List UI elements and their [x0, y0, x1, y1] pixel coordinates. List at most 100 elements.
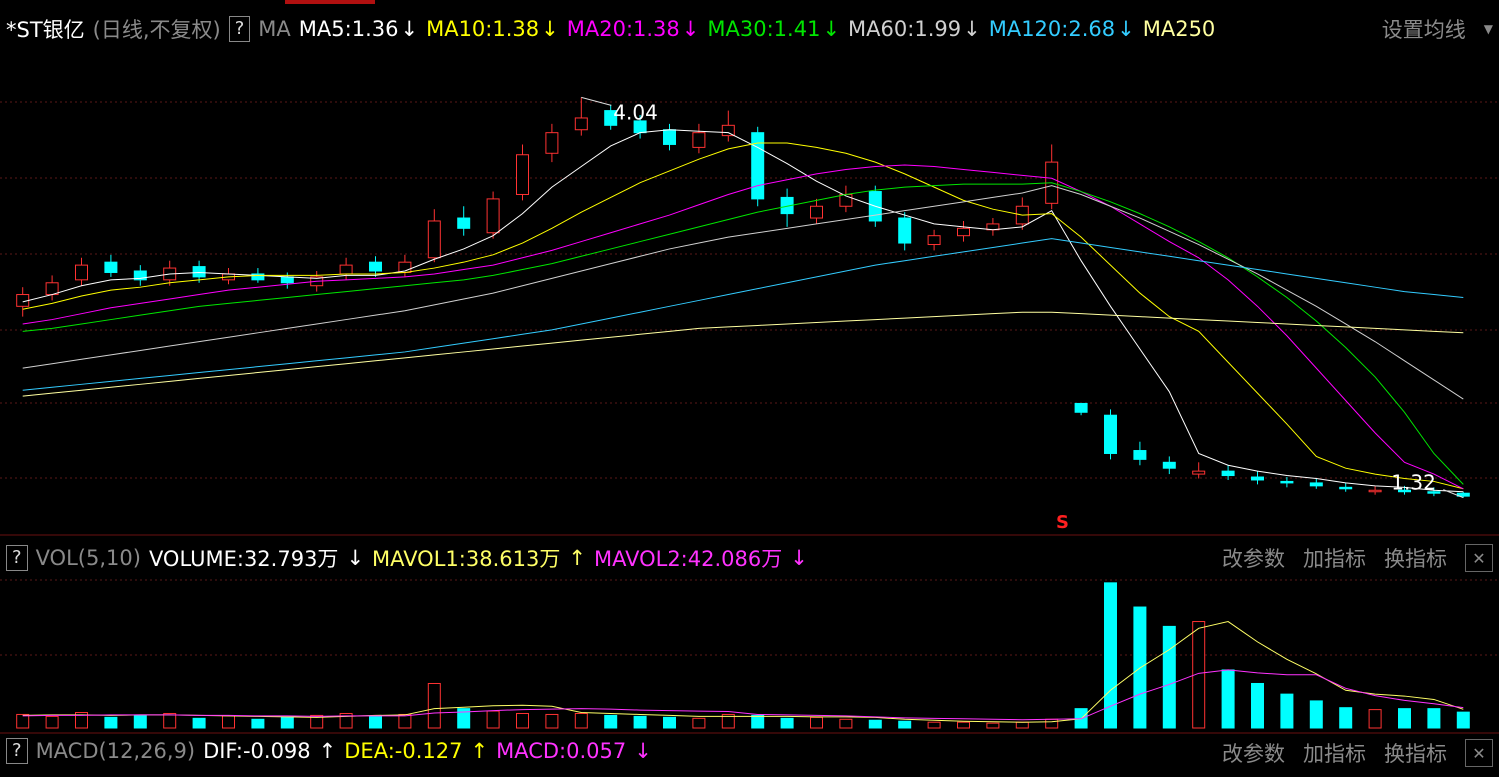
candle-body — [1221, 470, 1235, 477]
candle-body — [927, 235, 941, 246]
legend-label: MA60:1.99 — [848, 17, 962, 41]
macd-header: ? MACD(12,26,9) DIF:-0.098 ↑ DEA:-0.127 ↑ MACD… — [6, 738, 652, 764]
low-pointer — [1443, 489, 1464, 499]
legend-trend: ↑ — [318, 739, 337, 763]
panel-button[interactable]: 加指标 — [1303, 742, 1366, 766]
price-header: *ST银亿 (日线,不复权)? MA MA5:1.36 ↓ MA10:1.38 ↓ MA20:… — [6, 14, 1356, 44]
candle-body — [898, 217, 912, 244]
volume-bar — [1280, 693, 1294, 729]
candle-body — [1162, 461, 1176, 469]
panel-button[interactable]: 换指标 — [1384, 742, 1447, 766]
volume-bar — [721, 713, 735, 729]
volume-bar — [104, 716, 118, 729]
volume-bar — [251, 718, 265, 729]
signal-mark: S — [1056, 512, 1069, 533]
legend-label: MA250 — [1142, 17, 1216, 41]
volume-bar — [1398, 708, 1411, 729]
ma-line — [22, 142, 1464, 490]
candle-body — [574, 117, 588, 131]
candle-body — [516, 154, 529, 195]
legend-label: DEA:-0.127 — [344, 739, 463, 763]
volume-bar — [574, 712, 588, 729]
candle-body — [663, 129, 676, 145]
legend-trend: ↓ — [963, 17, 981, 41]
volume-trend: ↓ — [346, 546, 365, 570]
high-pointer — [581, 96, 612, 106]
candle-body — [1309, 482, 1323, 487]
macd-buttons: 改参数 加指标 换指标 ✕ — [1222, 738, 1493, 768]
legend-label: MA10:1.38 — [426, 17, 540, 41]
legend-item: MA250 — [1143, 17, 1216, 41]
volume-bar — [604, 714, 618, 729]
volume-bar — [369, 715, 382, 729]
candle-body — [369, 261, 382, 272]
settings-button[interactable]: 设置均线 — [1381, 18, 1466, 42]
legend-label: MA120:2.68 — [988, 17, 1116, 41]
volume-bar — [868, 719, 882, 729]
high-label: 4.04 — [613, 100, 658, 124]
volume-bar — [310, 714, 324, 729]
candle-body — [1251, 476, 1264, 481]
help[interactable]: ? — [228, 16, 251, 42]
candle-body — [604, 110, 618, 126]
candle-body — [721, 124, 735, 137]
volume-bar — [663, 716, 676, 729]
legend-trend: ↑ — [568, 546, 586, 570]
volume-bar — [927, 721, 941, 729]
panel-button[interactable]: 改参数 — [1222, 742, 1285, 766]
panel-button[interactable]: 改参数 — [1222, 547, 1285, 571]
volume-bar — [986, 722, 1000, 729]
legend-label: DIF:-0.098 — [203, 739, 311, 763]
volume-label: VOLUME:32.793万 — [148, 547, 339, 571]
settings[interactable]: 设置均线 ▼ — [1382, 14, 1493, 44]
ma-line — [22, 185, 1464, 400]
legend-item: MA20:1.38 ↓ — [567, 17, 700, 41]
volume-bar — [1045, 718, 1059, 729]
volume-bar — [1104, 582, 1117, 729]
volume-bar — [1015, 721, 1029, 729]
legend-label: MA5:1.36 — [298, 17, 399, 41]
indicator-title: VOL(5,10) — [35, 546, 141, 570]
close-button[interactable]: ✕ — [1465, 739, 1493, 767]
candle-body — [192, 266, 206, 278]
legend-trend: ↓ — [634, 739, 652, 763]
volume-bar — [751, 714, 765, 729]
candle-body — [251, 273, 265, 281]
legend-trend: ↑ — [470, 739, 489, 763]
candle-body — [1280, 480, 1294, 484]
legend-trend: ↓ — [681, 17, 700, 41]
volume-bar — [75, 712, 88, 729]
legend-trend: ↓ — [400, 17, 419, 41]
help[interactable]: ? — [6, 545, 28, 571]
volume-bar — [1456, 711, 1470, 729]
volume-bar — [427, 682, 441, 729]
legend-label: MA30:1.41 — [707, 17, 821, 41]
volume-bar — [16, 713, 30, 729]
volume-bar — [780, 717, 794, 729]
volume-bar — [339, 712, 353, 729]
close-button[interactable]: ✕ — [1465, 544, 1493, 572]
volume-bar — [1427, 708, 1441, 729]
legend-item: MA120:2.68 ↓ — [989, 17, 1135, 41]
panel-button[interactable]: 加指标 — [1303, 547, 1366, 571]
legend-label: MAVOL1:38.613万 — [372, 547, 561, 571]
candle-body — [692, 132, 706, 148]
legend-item: MA60:1.99 ↓ — [848, 17, 981, 41]
volume-header: ? VOL(5,10) VOLUME:32.793万 ↓ MAVOL1:38.613万 ↑… — [6, 543, 808, 573]
candle-body — [280, 276, 294, 284]
volume-bar — [222, 715, 235, 729]
volume-bar — [957, 721, 970, 729]
ma-line — [22, 182, 1464, 485]
candle-body — [1427, 491, 1441, 494]
candle-body — [1074, 402, 1088, 413]
candle-body — [133, 270, 147, 281]
volume-bar — [692, 717, 706, 729]
candle-body — [1398, 489, 1411, 493]
legend-trend: ↓ — [1117, 17, 1135, 41]
ma-line — [22, 164, 1464, 490]
volume-bar — [163, 712, 177, 729]
mavol-line — [22, 621, 1464, 723]
panel-button[interactable]: 换指标 — [1384, 547, 1447, 571]
help[interactable]: ? — [6, 738, 28, 764]
